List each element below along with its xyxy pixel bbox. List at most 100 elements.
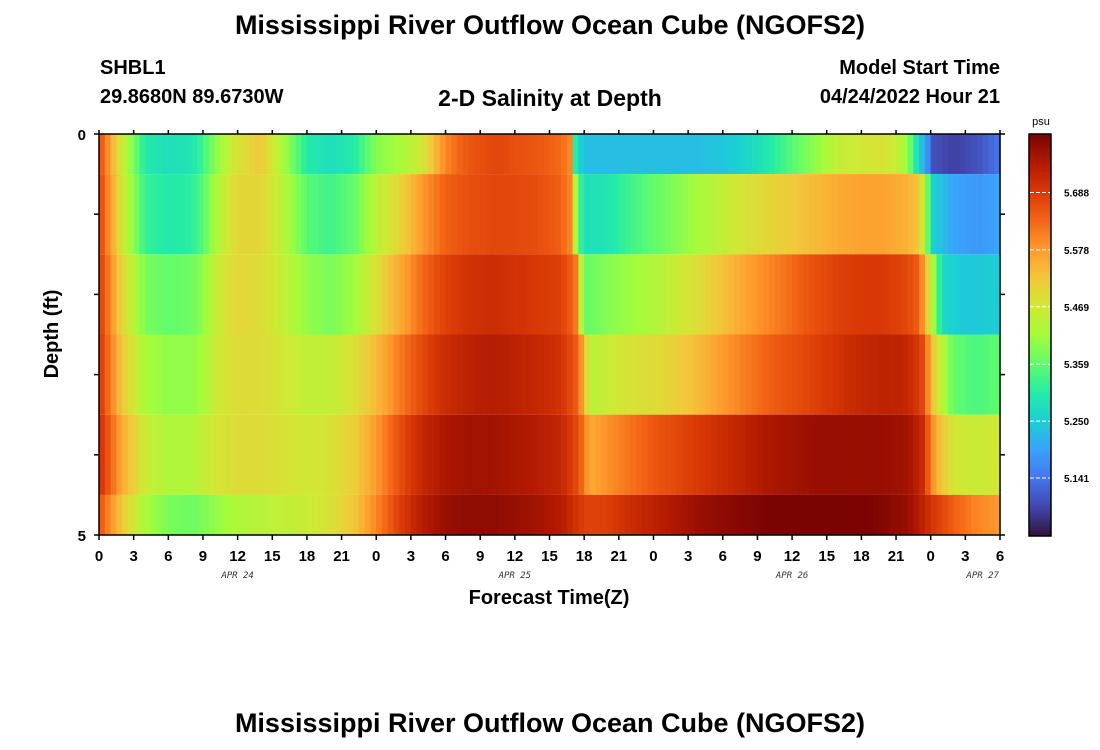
heatmap-cell xyxy=(202,414,210,495)
heatmap-cell xyxy=(480,494,487,535)
heatmap-cell xyxy=(179,494,187,535)
heatmap-cell xyxy=(578,494,585,535)
heatmap-cell xyxy=(838,494,845,535)
heatmap-cell xyxy=(595,494,603,535)
heatmap-cell xyxy=(208,334,216,415)
heatmap-cell xyxy=(878,134,886,175)
heatmap-cell xyxy=(416,134,424,175)
heatmap-cell xyxy=(896,334,903,415)
heatmap-cell xyxy=(451,334,458,415)
heatmap-cell xyxy=(214,494,221,535)
heatmap-cell xyxy=(930,134,938,175)
heatmap-cell xyxy=(254,174,262,255)
heatmap-cell xyxy=(376,134,383,175)
heatmap-cell xyxy=(884,334,891,415)
heatmap-cell xyxy=(491,414,499,495)
heatmap-cell xyxy=(382,494,389,535)
heatmap-cell xyxy=(301,414,308,495)
heatmap-cell xyxy=(422,134,429,175)
heatmap-cell xyxy=(422,494,429,535)
heatmap-cell xyxy=(589,334,597,415)
heatmap-cell xyxy=(872,334,880,415)
heatmap-cell xyxy=(763,334,770,415)
heatmap-cell xyxy=(139,134,146,175)
heatmap-cell xyxy=(278,334,285,415)
heatmap-cell xyxy=(682,494,689,535)
heatmap-cell xyxy=(705,414,712,495)
heatmap-cell xyxy=(520,334,527,415)
heatmap-cell xyxy=(289,254,296,335)
heatmap-cell xyxy=(312,414,320,495)
heatmap-cell xyxy=(624,414,631,495)
heatmap-cell xyxy=(572,414,579,495)
heatmap-cell xyxy=(110,254,117,335)
heatmap-cell xyxy=(208,134,216,175)
heatmap-cell xyxy=(844,254,851,335)
heatmap-cell xyxy=(953,494,961,535)
heatmap-cell xyxy=(439,254,447,335)
heatmap-cell xyxy=(358,334,366,415)
heatmap-cell xyxy=(757,414,764,495)
heatmap-cell xyxy=(347,134,354,175)
heatmap-cell xyxy=(405,494,412,535)
heatmap-cell xyxy=(774,414,782,495)
heatmap-cell xyxy=(890,334,897,415)
x-tick-label: 0 xyxy=(372,548,380,565)
x-tick-label: 21 xyxy=(888,548,905,565)
heatmap-cell xyxy=(468,414,476,495)
heatmap-cell xyxy=(324,494,331,535)
heatmap-cell xyxy=(439,494,447,535)
colorbar-tick-label: 5.359 xyxy=(1064,360,1089,371)
heatmap-cell xyxy=(919,334,926,415)
heatmap-cell xyxy=(659,334,666,415)
heatmap-cell xyxy=(780,494,787,535)
heatmap-cell xyxy=(312,494,320,535)
heatmap-cell xyxy=(370,494,377,535)
heatmap-cell xyxy=(382,414,389,495)
heatmap-cell xyxy=(659,494,666,535)
heatmap-cell xyxy=(318,494,325,535)
heatmap-cell xyxy=(734,174,741,255)
heatmap-cell xyxy=(347,174,354,255)
x-tick-label: 12 xyxy=(784,548,801,565)
heatmap-cell xyxy=(179,414,187,495)
x-tick-label: 6 xyxy=(441,548,449,565)
heatmap-cell xyxy=(636,254,643,335)
heatmap-cell xyxy=(503,134,510,175)
day-label: APR 24 xyxy=(220,571,254,581)
heatmap-cell xyxy=(757,134,764,175)
heatmap-cell xyxy=(665,334,672,415)
heatmap-cell xyxy=(867,414,874,495)
model-start-label: Model Start Time xyxy=(839,57,1000,79)
heatmap-cell xyxy=(514,254,522,335)
heatmap-cell xyxy=(838,414,845,495)
heatmap-cell xyxy=(301,174,308,255)
heatmap-cell xyxy=(514,334,522,415)
heatmap-cell xyxy=(734,254,741,335)
heatmap-cell xyxy=(133,494,141,535)
heatmap-cell xyxy=(584,494,591,535)
heatmap-cell xyxy=(907,254,914,335)
colorbar-tick-label: 5.141 xyxy=(1064,474,1089,485)
heatmap-cell xyxy=(566,174,574,255)
heatmap-cell xyxy=(688,494,695,535)
heatmap-cell xyxy=(514,134,522,175)
heatmap-cell xyxy=(214,414,221,495)
heatmap-cell xyxy=(150,334,158,415)
heatmap-cell xyxy=(353,494,360,535)
y-tick-label: 5 xyxy=(78,528,86,545)
heatmap-cell xyxy=(335,134,343,175)
heatmap-cell xyxy=(249,254,256,335)
colorbar-tick-label: 5.688 xyxy=(1064,188,1089,199)
heatmap-cell xyxy=(942,414,949,495)
heatmap-cell xyxy=(451,174,458,255)
heatmap-cell xyxy=(485,174,493,255)
heatmap-cell xyxy=(618,254,626,335)
heatmap-cell xyxy=(786,414,793,495)
heatmap-cell xyxy=(699,134,707,175)
heatmap-cell xyxy=(353,334,360,415)
heatmap-cell xyxy=(122,174,129,255)
heatmap-cell xyxy=(867,174,874,255)
heatmap-cell xyxy=(428,494,435,535)
heatmap-cell xyxy=(520,174,527,255)
